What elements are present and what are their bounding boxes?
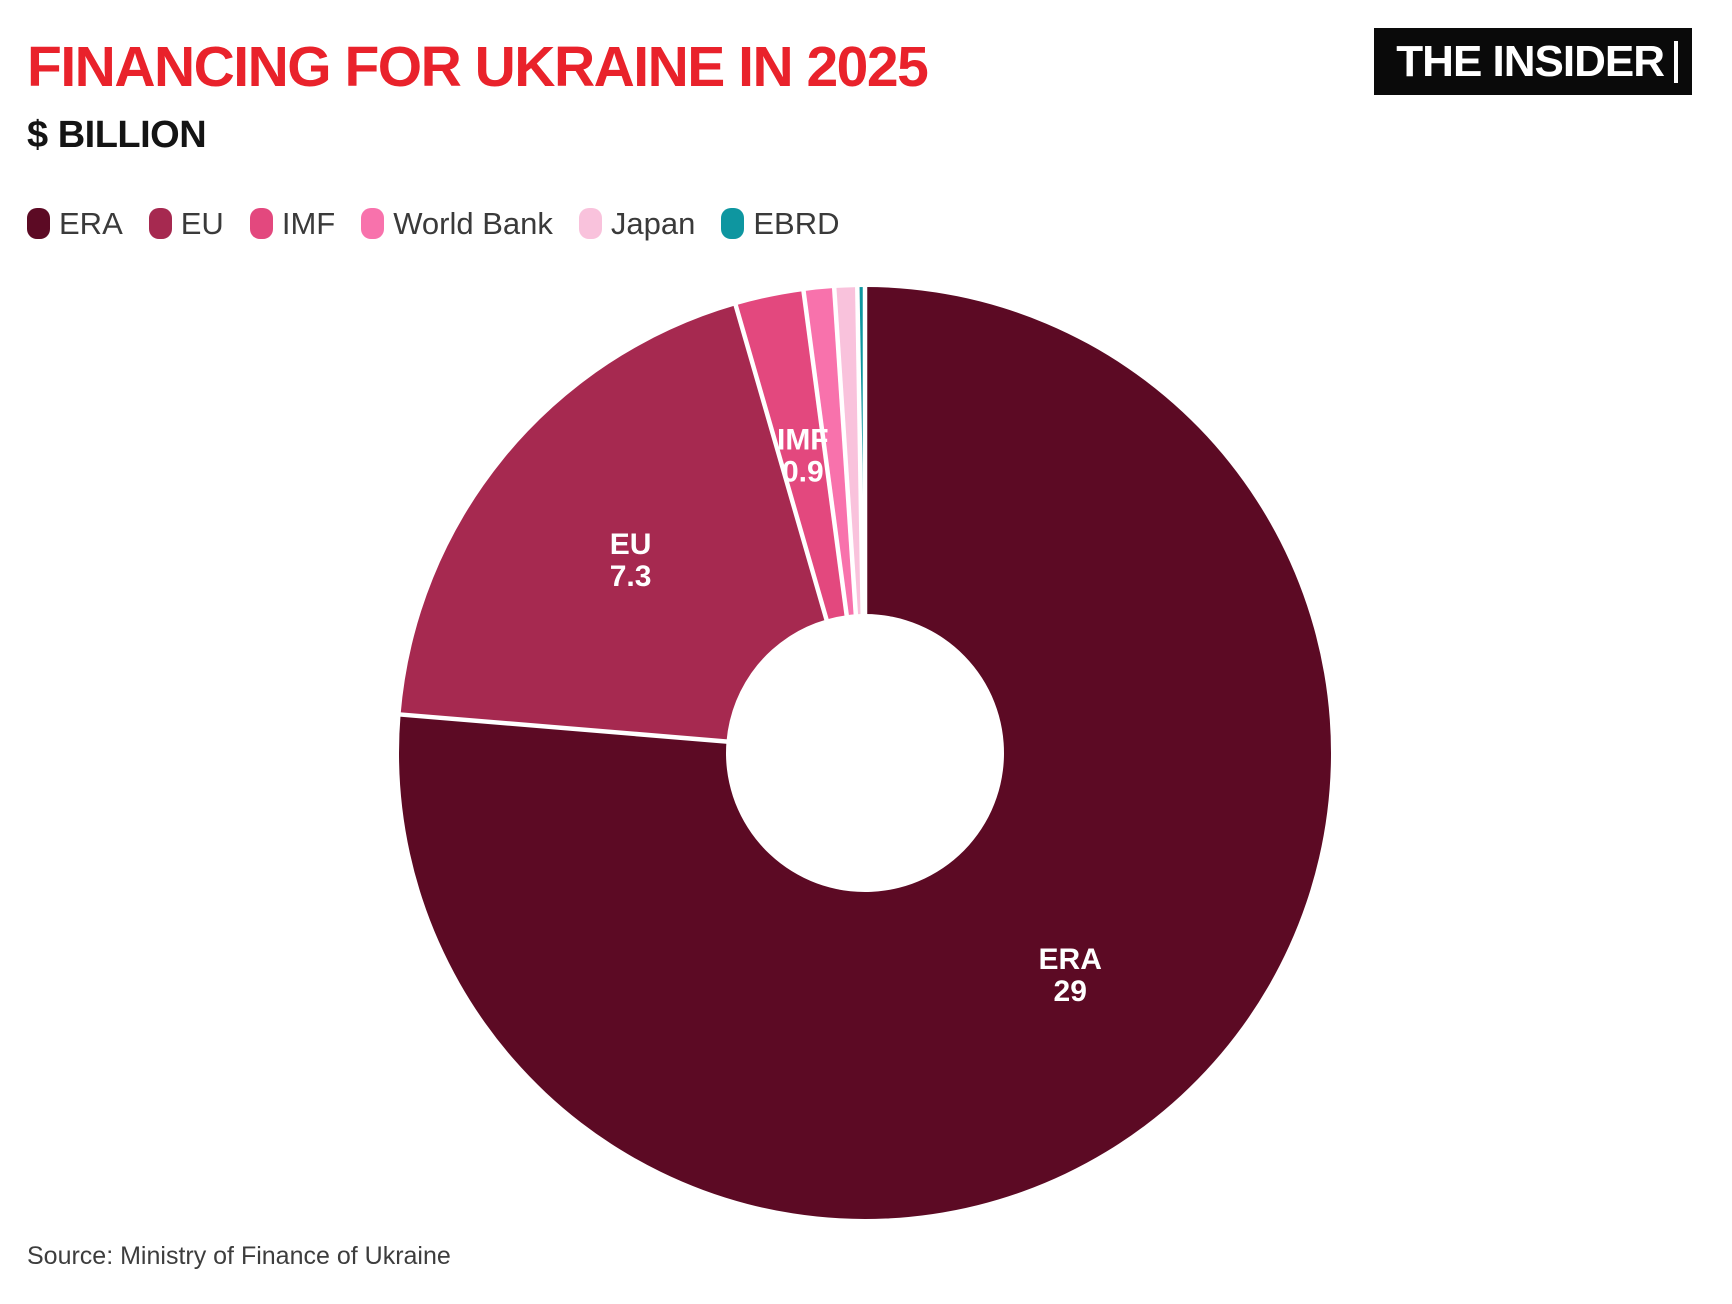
legend-swatch-eu [148, 208, 172, 239]
legend-item-world-bank: World Bank [361, 208, 553, 239]
legend-label-world-bank: World Bank [393, 206, 553, 241]
slice-separator [855, 286, 865, 616]
slice-separator [831, 286, 859, 616]
legend-label-ebrd: EBRD [753, 206, 840, 241]
chart-legend: ERA EU IMF World Bank Japan EBRD [27, 208, 839, 239]
legend-item-japan: Japan [578, 206, 696, 241]
legend-label-eu: EU [180, 206, 224, 241]
the-insider-logo: THE INSIDER [1374, 28, 1692, 95]
legend-item-imf: IMF [249, 206, 336, 241]
logo-cursor-bar [1674, 40, 1678, 83]
legend-swatch-era [27, 208, 50, 239]
logo-text: THE INSIDER [1396, 36, 1665, 86]
source-credit: Source: Ministry of Finance of Ukraine [27, 1242, 451, 1270]
legend-item-era: ERA [27, 208, 123, 239]
slice-separator [399, 712, 728, 744]
slice-world-bank [803, 288, 856, 616]
legend-swatch-japan [578, 208, 602, 239]
slice-label-era: ERA 29 [1039, 943, 1102, 1008]
legend-swatch-world-bank [361, 208, 385, 239]
slice-label-imf: IMF 0.9 [777, 423, 829, 488]
slice-eu [400, 305, 827, 742]
legend-label-japan: Japan [610, 206, 696, 241]
legend-swatch-ebrd [721, 208, 745, 239]
legend-label-imf: IMF [281, 206, 336, 241]
slice-label-eu: EU 7.3 [610, 528, 652, 593]
page-title: FINANCING FOR UKRAINE IN 2025 [27, 35, 929, 99]
units-subtitle: $ BILLION [27, 114, 207, 156]
legend-item-eu: EU [148, 206, 224, 241]
slice-imf [735, 291, 847, 620]
legend-swatch-imf [249, 208, 273, 239]
legend-item-ebrd: EBRD [721, 208, 839, 239]
slice-separator [801, 289, 850, 617]
legend-label-era: ERA [59, 206, 123, 241]
slice-separator [733, 303, 829, 622]
slice-era [399, 287, 1332, 1219]
